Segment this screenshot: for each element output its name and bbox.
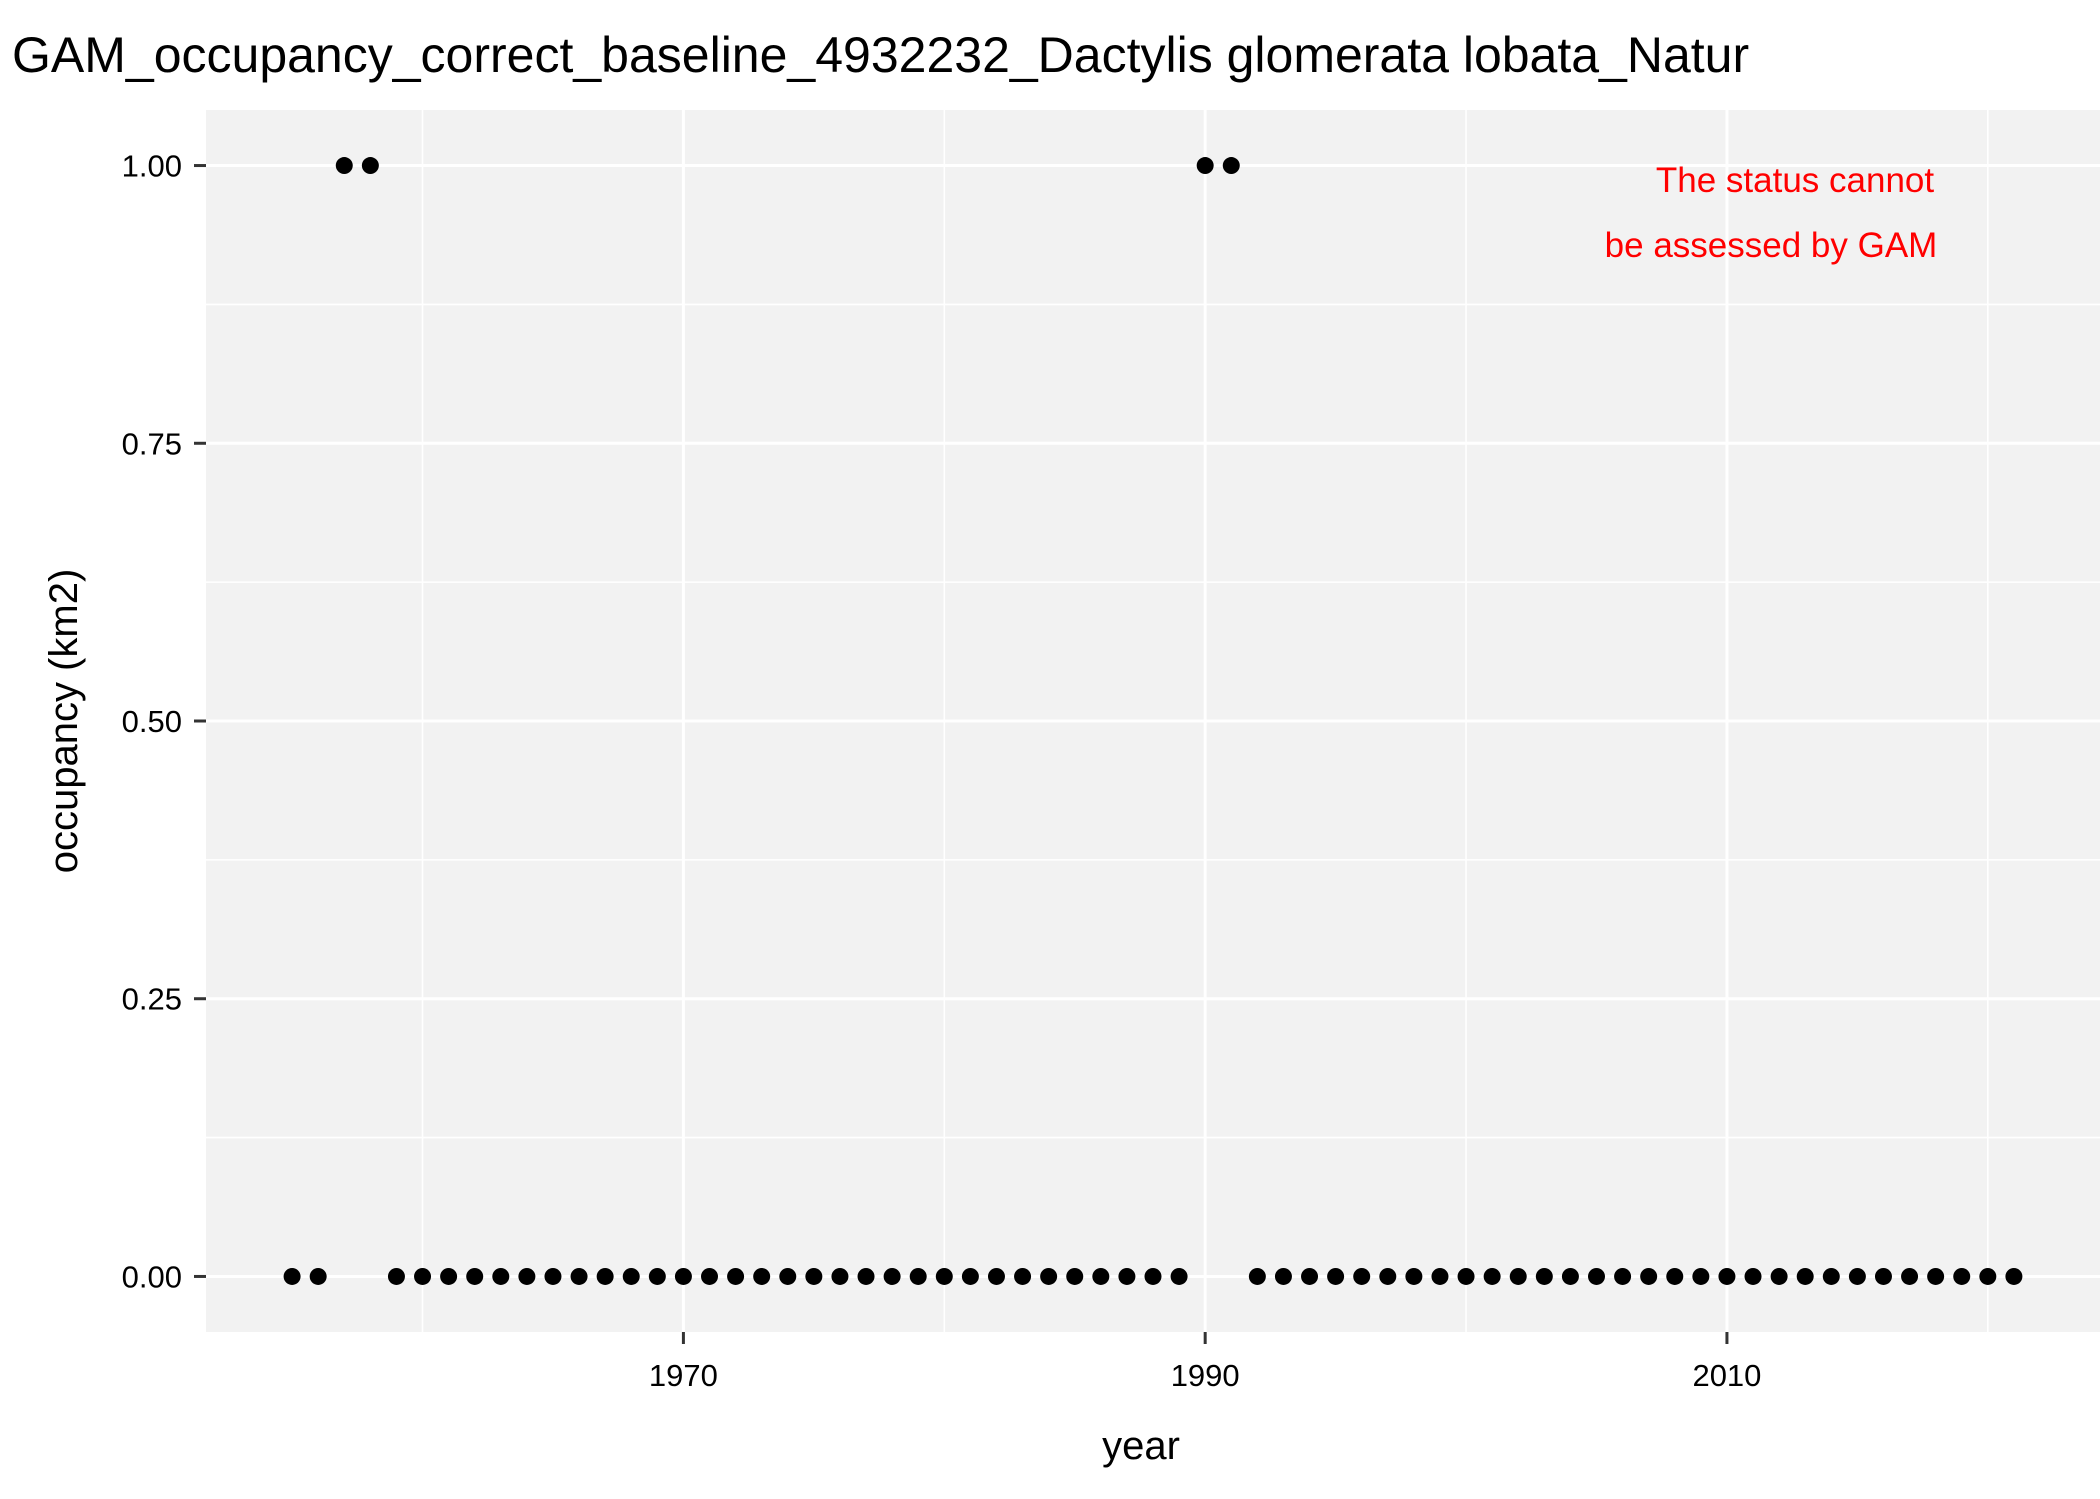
data-point: [1144, 1267, 1162, 1285]
data-point: [1014, 1267, 1032, 1285]
data-point: [1196, 157, 1214, 175]
y-tick-label: 0.75: [122, 426, 182, 461]
data-point: [1092, 1267, 1110, 1285]
data-point: [987, 1267, 1005, 1285]
y-axis-title: occupancy (km2): [42, 569, 86, 874]
data-point: [1718, 1267, 1736, 1285]
annotation-line-2: be assessed by GAM: [1605, 226, 1938, 265]
data-point: [935, 1267, 953, 1285]
data-point: [1327, 1267, 1345, 1285]
data-point: [492, 1267, 510, 1285]
data-point: [1848, 1267, 1866, 1285]
data-point: [1666, 1267, 1684, 1285]
data-point: [1118, 1267, 1136, 1285]
data-point: [387, 1267, 405, 1285]
data-point: [831, 1267, 849, 1285]
data-point: [414, 1267, 432, 1285]
data-point: [883, 1267, 901, 1285]
data-point: [1509, 1267, 1527, 1285]
data-point: [1901, 1267, 1919, 1285]
data-point: [1640, 1267, 1658, 1285]
data-point: [1770, 1267, 1788, 1285]
data-point: [1457, 1267, 1475, 1285]
data-point: [1405, 1267, 1423, 1285]
data-point: [1796, 1267, 1814, 1285]
data-point: [622, 1267, 640, 1285]
data-point: [674, 1267, 692, 1285]
data-point: [1979, 1267, 1997, 1285]
data-point: [518, 1267, 536, 1285]
y-tick-label: 0.00: [122, 1259, 182, 1294]
data-point: [335, 157, 353, 175]
data-point: [909, 1267, 927, 1285]
data-point: [596, 1267, 614, 1285]
data-point: [1222, 157, 1240, 175]
data-point: [1431, 1267, 1449, 1285]
data-point: [309, 1267, 327, 1285]
data-point: [1927, 1267, 1945, 1285]
data-points: [283, 157, 2023, 1285]
data-point: [1301, 1267, 1319, 1285]
data-point: [440, 1267, 458, 1285]
data-point: [1483, 1267, 1501, 1285]
y-axis: 0.00 0.25 0.50 0.75 1.00: [122, 149, 206, 1294]
data-point: [1561, 1267, 1579, 1285]
data-point: [2005, 1267, 2023, 1285]
y-tick-label: 0.50: [122, 704, 182, 739]
annotation-line-1: The status cannot: [1656, 161, 1934, 200]
x-tick-label: 1970: [649, 1358, 718, 1393]
data-point: [805, 1267, 823, 1285]
data-point: [701, 1267, 719, 1285]
data-point: [1614, 1267, 1632, 1285]
chart-title: GAM_occupancy_correct_baseline_4932232_D…: [12, 27, 1749, 83]
data-point: [1692, 1267, 1710, 1285]
y-tick-label: 1.00: [122, 149, 182, 184]
data-point: [753, 1267, 771, 1285]
data-point: [1874, 1267, 1892, 1285]
data-point: [779, 1267, 797, 1285]
data-point: [1353, 1267, 1371, 1285]
data-point: [283, 1267, 301, 1285]
data-point: [1248, 1267, 1266, 1285]
data-point: [570, 1267, 588, 1285]
data-point: [648, 1267, 666, 1285]
data-point: [544, 1267, 562, 1285]
data-point: [466, 1267, 484, 1285]
data-point: [1040, 1267, 1058, 1285]
x-tick-label: 2010: [1692, 1358, 1761, 1393]
data-point: [1587, 1267, 1605, 1285]
x-axis: 1970 1990 2010: [649, 1332, 1761, 1393]
x-tick-label: 1990: [1171, 1358, 1240, 1393]
data-point: [857, 1267, 875, 1285]
data-point: [727, 1267, 745, 1285]
data-point: [1535, 1267, 1553, 1285]
data-point: [1066, 1267, 1084, 1285]
data-point: [961, 1267, 979, 1285]
data-point: [1822, 1267, 1840, 1285]
data-point: [1170, 1267, 1188, 1285]
data-point: [1744, 1267, 1762, 1285]
y-tick-label: 0.25: [122, 982, 182, 1017]
data-point: [1379, 1267, 1397, 1285]
data-point: [361, 157, 379, 175]
x-axis-title: year: [1102, 1424, 1180, 1468]
data-point: [1274, 1267, 1292, 1285]
data-point: [1953, 1267, 1971, 1285]
